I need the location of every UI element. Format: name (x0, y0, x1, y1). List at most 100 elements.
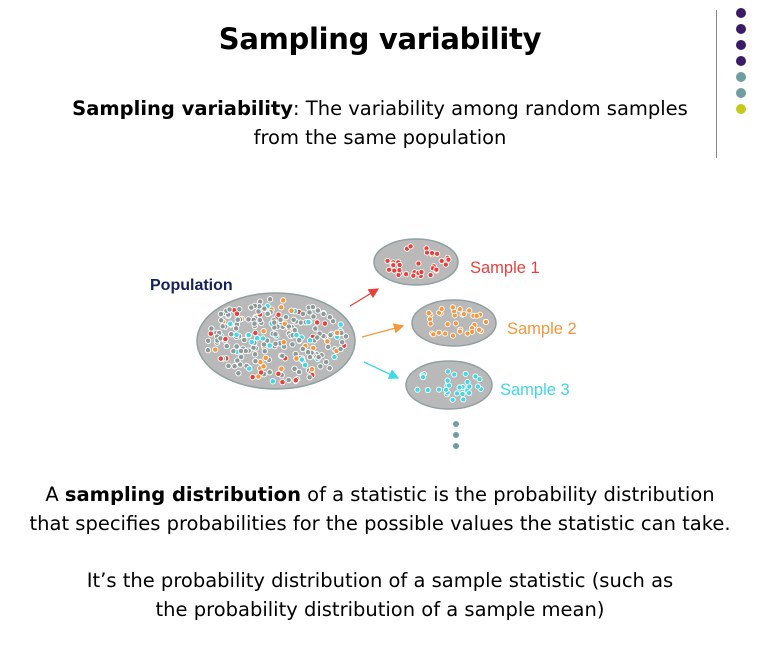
scatter-dot (279, 379, 286, 386)
decorative-dot (736, 72, 746, 82)
scatter-dot (266, 369, 273, 376)
continuation-dot (453, 443, 459, 449)
scatter-dot (252, 358, 259, 365)
scatter-dot (235, 370, 242, 377)
scatter-dot (385, 266, 393, 273)
scatter-dot (259, 335, 267, 342)
scatter-dot (246, 365, 253, 372)
sample-3-label: Sample 3 (500, 381, 570, 399)
decorative-dot (736, 8, 746, 18)
scatter-dot (248, 338, 255, 346)
scatter-dot (337, 321, 344, 328)
scatter-dot (425, 310, 432, 317)
scatter-dot (472, 373, 479, 380)
side-divider (716, 10, 717, 158)
scatter-dot (219, 323, 226, 330)
scatter-dot (460, 311, 467, 318)
scatter-dot (275, 311, 282, 318)
scatter-dot (320, 310, 327, 318)
scatter-dot (323, 358, 330, 366)
sample-3-arrow (363, 361, 400, 379)
definition-text: Sampling variability: The variability am… (40, 94, 720, 152)
scatter-dot (251, 320, 258, 327)
scatter-dot (306, 337, 314, 344)
scatter-dot (253, 335, 261, 342)
sample-3-dots (414, 368, 484, 403)
scatter-dot (261, 348, 268, 355)
scatter-dot (299, 345, 307, 353)
sampling-diagram: Population Sample 1 Sample 2 Sample 3 (150, 238, 577, 449)
scatter-dot (325, 343, 332, 350)
scatter-dot (256, 316, 264, 324)
scatter-dot (329, 318, 337, 325)
scatter-dot (331, 353, 338, 361)
scatter-dot (321, 320, 329, 327)
para2-line1: It’s the probability distribution of a s… (86, 569, 674, 592)
scatter-dot (427, 272, 434, 279)
scatter-dot (415, 260, 422, 267)
scatter-dot (228, 331, 235, 338)
scatter-dot (430, 331, 437, 338)
scatter-dot (306, 309, 313, 316)
sample-2-dots (425, 304, 490, 339)
scatter-dot (207, 330, 215, 337)
decorative-dot (736, 40, 746, 50)
scatter-dot (314, 334, 321, 341)
scatter-dot (459, 390, 466, 398)
scatter-dot (444, 321, 451, 328)
definition-separator: : (293, 97, 300, 120)
definition-term: Sampling variability (72, 97, 294, 120)
scatter-dot (424, 387, 431, 394)
scatter-dot (266, 296, 274, 303)
scatter-dot (396, 267, 403, 274)
para1-rest-line1: of a statistic is the probability distri… (300, 483, 715, 506)
population-label: Population (150, 277, 233, 294)
scatter-dot (299, 310, 307, 318)
scatter-dot (292, 377, 299, 384)
scatter-dot (424, 249, 431, 256)
scatter-dot (288, 307, 295, 314)
scatter-dot (326, 365, 333, 372)
scatter-dot (278, 365, 285, 372)
scatter-dot (275, 370, 282, 377)
scatter-dot (278, 304, 285, 311)
scatter-dot (280, 339, 287, 346)
scatter-dot (277, 316, 284, 323)
scatter-dot (295, 368, 303, 376)
scatter-dot (217, 310, 225, 318)
scatter-dot (217, 355, 225, 362)
scatter-dot (227, 320, 234, 327)
scatter-dot (289, 341, 296, 348)
scatter-dot (442, 261, 449, 268)
scatter-dot (204, 347, 212, 354)
scatter-dot (337, 345, 344, 353)
scatter-dot (260, 341, 268, 348)
sample-2-arrow (361, 323, 405, 338)
scatter-dot (298, 356, 306, 363)
scatter-dot (473, 312, 480, 319)
scatter-dot (269, 378, 276, 385)
definition-text-line2: from the same population (253, 126, 507, 149)
scatter-dot (391, 267, 398, 274)
scatter-dot (252, 329, 259, 337)
scatter-dot (453, 390, 460, 397)
slide-title: Sampling variability (218, 22, 542, 56)
scatter-dot (234, 316, 241, 323)
scatter-dot (290, 316, 297, 323)
scatter-dot (306, 353, 314, 361)
scatter-dot (464, 330, 471, 337)
scatter-dot (237, 347, 245, 355)
scatter-dot (326, 314, 334, 321)
scatter-dot (232, 325, 240, 332)
sample-1-dots (384, 243, 452, 279)
decorative-dot (736, 56, 746, 66)
scatter-dot (233, 310, 241, 317)
scatter-dot (410, 272, 417, 279)
para1-bold-term: sampling distribution (64, 483, 301, 506)
scatter-dot (403, 271, 410, 278)
scatter-dot (226, 306, 233, 313)
scatter-dot (442, 330, 449, 337)
scatter-dot (466, 307, 473, 314)
scatter-dot (264, 310, 271, 317)
sample-2-label: Sample 2 (507, 320, 577, 338)
